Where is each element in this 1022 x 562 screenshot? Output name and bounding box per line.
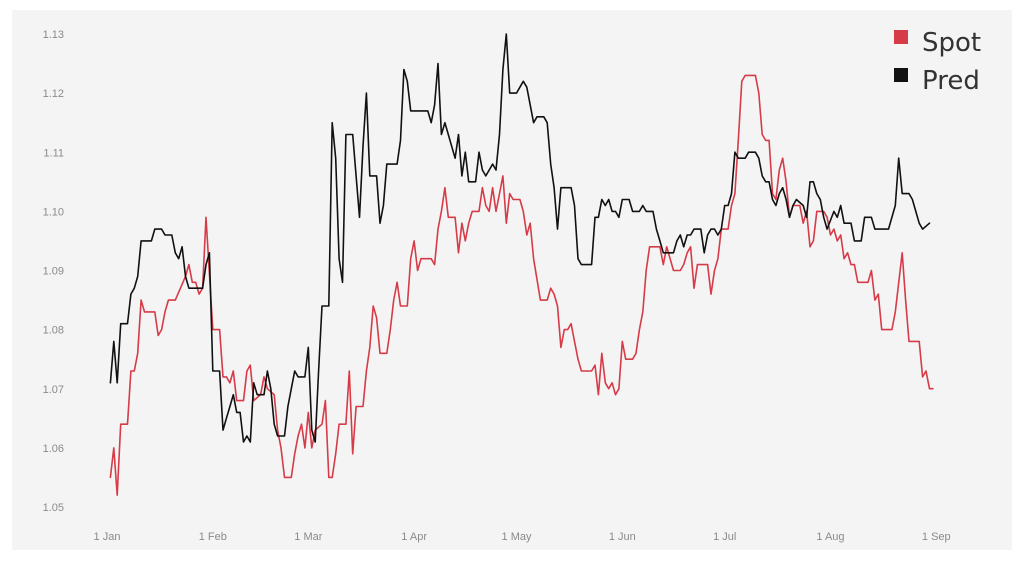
legend-swatch-spot — [894, 30, 908, 44]
y-tick-label: 1.05 — [43, 502, 64, 514]
x-tick-label: 1 Sep — [922, 531, 951, 543]
y-tick-label: 1.11 — [43, 147, 64, 159]
y-tick-label: 1.07 — [43, 384, 64, 396]
x-tick-label: 1 Feb — [199, 531, 227, 543]
x-tick-label: 1 Jul — [713, 531, 736, 543]
x-tick-label: 1 Jun — [609, 531, 636, 543]
y-tick-label: 1.12 — [43, 88, 64, 100]
y-tick-label: 1.13 — [43, 29, 64, 41]
legend-swatch-pred — [894, 68, 908, 82]
legend-label-pred: Pred — [922, 66, 980, 96]
y-tick-label: 1.09 — [43, 266, 64, 278]
x-tick-label: 1 Apr — [401, 531, 427, 543]
line-chart: 1.05 1.06 1.07 1.08 1.09 1.10 1.11 1.12 1.13 1 J… — [43, 28, 982, 543]
y-tick-label: 1.06 — [43, 443, 64, 455]
y-axis: 1.05 1.06 1.07 1.08 1.09 1.10 1.11 1.12 1.13 — [43, 29, 64, 514]
series-lines — [109, 33, 934, 496]
legend: Spot Pred — [894, 28, 981, 96]
x-tick-label: 1 Jan — [94, 531, 121, 543]
x-tick-label: 1 Mar — [294, 531, 322, 543]
y-tick-label: 1.08 — [43, 325, 64, 337]
series-line-spot — [109, 74, 934, 496]
x-tick-label: 1 Aug — [816, 531, 844, 543]
chart-panel: 1.05 1.06 1.07 1.08 1.09 1.10 1.11 1.12 1.13 1 J… — [12, 10, 1012, 550]
series-line-pred — [109, 33, 931, 443]
y-tick-label: 1.10 — [43, 206, 64, 218]
x-tick-label: 1 May — [502, 531, 532, 543]
x-axis: 1 Jan 1 Feb 1 Mar 1 Apr 1 May 1 Jun 1 Jul 1 Aug… — [94, 531, 951, 543]
legend-label-spot: Spot — [922, 28, 981, 58]
